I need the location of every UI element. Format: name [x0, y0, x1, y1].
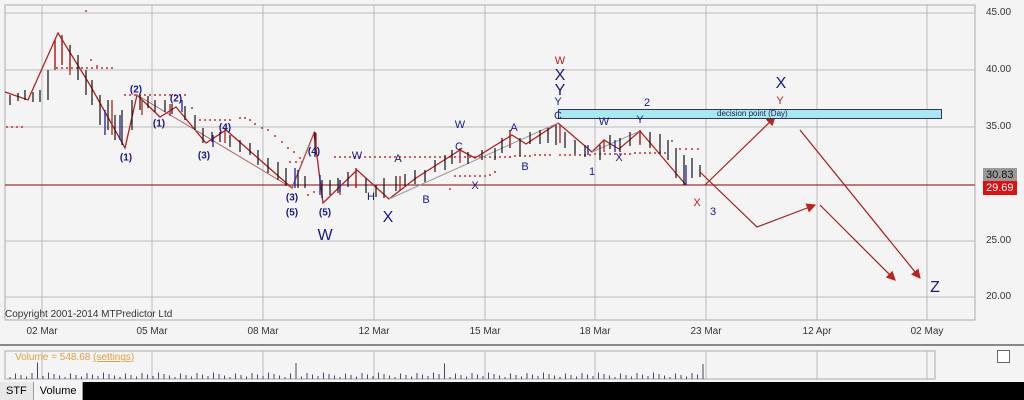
volume-value: Volume = 548.68 — [15, 352, 94, 363]
wave-label: H — [367, 191, 375, 203]
volume-bars — [4, 350, 936, 380]
wave-label: B — [521, 161, 529, 173]
wave-label: (2) — [129, 84, 143, 96]
wave-label: A — [510, 122, 518, 134]
down-bars — [54, 35, 641, 195]
wave-label: X — [775, 75, 787, 92]
x-tick-label: 12 Mar — [358, 326, 390, 337]
wave-label: (2) — [169, 93, 183, 105]
last-price-tag: 30.83 — [983, 168, 1017, 182]
wave-label: 2 — [643, 97, 651, 109]
wave-label: (4) — [218, 122, 232, 134]
y-tick-label: 25.00 — [986, 235, 1012, 246]
wave-label: X — [554, 67, 566, 84]
wave-label: W — [598, 116, 610, 128]
projection-arrows — [699, 116, 921, 281]
wave-label: (1) — [119, 152, 133, 164]
volume-checkbox[interactable] — [997, 350, 1010, 363]
x-tick-label: 08 Mar — [247, 326, 279, 337]
current-price-tag: 29.69 — [983, 181, 1017, 195]
wave-label: Y — [554, 82, 566, 99]
wave-label: 3 — [709, 206, 717, 218]
y-tick-label: 35.00 — [986, 121, 1012, 132]
wave-label: A — [394, 153, 402, 165]
wave-label: (5) — [285, 207, 299, 219]
decision-point-zone[interactable]: decision point (Day) — [558, 109, 942, 119]
wave-label: (1) — [152, 118, 166, 130]
wave-label: X — [471, 180, 479, 192]
wave-label: 1 — [588, 166, 596, 178]
volume-settings-link[interactable]: (settings) — [93, 352, 135, 363]
plot-frame — [4, 4, 976, 321]
up-bars — [104, 100, 687, 195]
wave-label: C — [554, 110, 562, 122]
wave-label: W — [454, 119, 466, 131]
wave-label: C — [455, 141, 463, 153]
x-tick-label: 18 Mar — [579, 326, 611, 337]
y-tick-label: 20.00 — [986, 291, 1012, 302]
x-tick-label: 15 Mar — [469, 326, 501, 337]
h-gridlines — [5, 12, 975, 298]
x-tick-label: 12 Apr — [802, 326, 832, 337]
x-tick-label: 23 Mar — [690, 326, 722, 337]
wave-label: (3) — [285, 192, 299, 204]
wave-label: Y — [554, 96, 562, 108]
wave-label: X — [382, 209, 394, 226]
v-gridlines — [41, 5, 928, 320]
copyright-text: Copyright 2001-2014 MTPredictor Ltd — [5, 309, 173, 320]
tab-stf[interactable]: STF — [0, 382, 34, 400]
x-tick-label: 02 May — [910, 326, 944, 337]
panel-tabs: STF Volume — [0, 382, 84, 400]
wave-label: W — [351, 150, 363, 162]
y-tick-label: 45.00 — [986, 7, 1012, 18]
wave-label: Z — [930, 279, 940, 296]
volume-label: Volume = 548.68 (settings) — [15, 352, 134, 363]
wave-label: B — [422, 194, 430, 206]
trend-line-2 — [591, 130, 641, 153]
wave-label: (5) — [318, 207, 332, 219]
volume-panel — [0, 344, 1024, 382]
y-tick-label: 40.00 — [986, 64, 1012, 75]
wave-label: Y — [776, 95, 784, 107]
main-chart-panel[interactable] — [0, 0, 1024, 344]
wave-label: W — [317, 227, 333, 244]
wave-label: X — [615, 152, 623, 164]
x-tick-label: 05 Mar — [136, 326, 168, 337]
x-tick-label: 02 Mar — [26, 326, 58, 337]
wave-label: Y — [636, 114, 644, 126]
wave-label: X — [693, 197, 701, 209]
wave-label: (4) — [307, 146, 321, 158]
wave-label: (3) — [197, 150, 211, 162]
channel-line — [136, 94, 315, 189]
wave-label: W — [554, 55, 566, 67]
tab-volume[interactable]: Volume — [33, 382, 84, 400]
